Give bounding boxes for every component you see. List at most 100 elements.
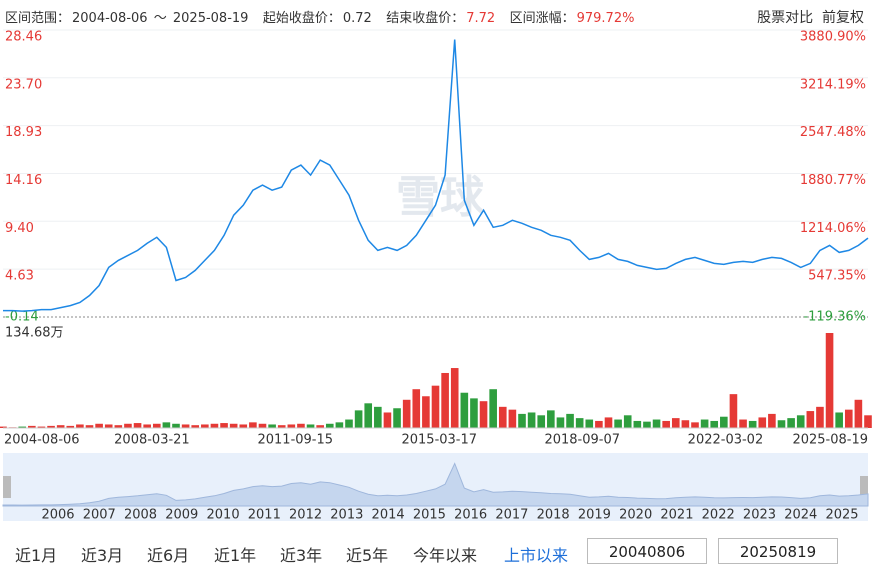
y2-tick-label: -119.36% [803, 310, 866, 325]
volume-bar [104, 424, 113, 428]
navigator-year: 2022 [702, 508, 735, 523]
x-tick-label: 2022-03-02 [688, 433, 764, 448]
volume-bar [518, 413, 526, 428]
range-button[interactable]: 今年以来 [413, 546, 478, 565]
volume-bar [239, 424, 248, 428]
volume-bar [652, 419, 661, 428]
volume-bar [575, 418, 584, 428]
volume-bar [595, 420, 603, 428]
y-tick-label: 9.40 [5, 221, 34, 236]
volume-bar [614, 419, 622, 428]
volume-bar [297, 423, 305, 428]
range-button[interactable]: 近1月 [15, 546, 58, 565]
range-button[interactable]: 近1年 [214, 546, 257, 565]
adjust-button[interactable]: 前复权 [822, 10, 864, 26]
volume-bar [710, 420, 719, 428]
header: 区间范围： 2004-08-06 ～ 2025-08-19 起始收盘价： 0.72 … [5, 7, 636, 26]
volume-bar [124, 423, 132, 428]
y-tick-label: -0.14 [5, 310, 39, 325]
navigator-year: 2006 [41, 508, 74, 523]
navigator-year: 2014 [372, 508, 405, 523]
volume-bar [691, 422, 699, 428]
volume-bar [354, 410, 363, 428]
range-button[interactable]: 近3月 [81, 546, 124, 565]
label: 区间涨幅： [509, 11, 575, 26]
volume-bar [412, 389, 421, 428]
volume-bar [393, 408, 401, 428]
volume-bar [0, 426, 7, 428]
volume-bar [768, 413, 776, 428]
date: 2025-08-19 [172, 11, 249, 26]
navigator-year: 2019 [578, 508, 611, 523]
volume-bar [547, 410, 555, 428]
navigator-handle[interactable] [860, 476, 868, 498]
volume-bar [662, 420, 670, 428]
volume-bar [806, 411, 815, 428]
volume-bar [85, 425, 94, 428]
start-input[interactable]: 20040806 [587, 538, 707, 564]
volume-bar [249, 422, 257, 428]
volume-bar [191, 425, 200, 428]
navigator-year: 2021 [660, 508, 693, 523]
chart: 雪球 -0.14 4.63 9.40 14.16 18.93 23.70 28.46 -119… [0, 29, 872, 523]
watermark: 雪球 [396, 172, 485, 223]
volume-bar [220, 423, 228, 428]
range-button[interactable]: 近6月 [147, 546, 190, 565]
volume-bar [316, 425, 324, 428]
volume-bar [47, 425, 55, 428]
x-tick-label: 2025-08-19 [792, 433, 868, 448]
y-tick-label: 18.93 [5, 125, 42, 140]
volume-bar [671, 418, 680, 428]
volume-bar [739, 419, 747, 428]
x-tick-label: 2011-09-15 [257, 433, 333, 448]
range-button[interactable]: 上市以来 [504, 546, 569, 565]
x-tick-label: 2015-03-17 [401, 433, 477, 448]
volume-bar [844, 409, 853, 428]
range-button[interactable]: 近5年 [346, 546, 389, 565]
volume-bar [864, 415, 872, 428]
volume-bar [498, 406, 507, 428]
volume-bar [633, 420, 642, 428]
label: 起始收盘价： [262, 11, 341, 26]
volume-bar [816, 406, 824, 428]
x-tick-label: 2004-08-06 [4, 433, 80, 448]
range-button[interactable]: 近3年 [280, 546, 323, 565]
volume-bar [28, 425, 36, 428]
volume-bar [748, 420, 757, 428]
y-tick-label: 4.63 [5, 269, 34, 284]
y-tick-label: 23.70 [5, 77, 42, 92]
volume-tick-label: 134.68万 [5, 326, 64, 341]
volume-bar [787, 418, 795, 428]
volume-bar [643, 421, 651, 428]
volume-bar [201, 424, 209, 428]
volume-bar [66, 425, 75, 428]
end-input[interactable]: 20250819 [718, 538, 838, 564]
volume-bar [143, 424, 151, 428]
volume-bar [277, 425, 286, 428]
navigator-handle[interactable] [3, 476, 11, 498]
volume-bar [431, 385, 440, 428]
volume-bar [287, 424, 296, 428]
volume-bar [95, 423, 103, 428]
volume-bar [258, 423, 267, 428]
navigator-year: 2008 [124, 508, 157, 523]
volume-bar [585, 419, 594, 428]
navigator-year: 2010 [207, 508, 240, 523]
volume-bar [527, 412, 536, 428]
volume-bar [37, 426, 46, 428]
navigator-year: 2013 [330, 508, 363, 523]
navigator-year: 2024 [784, 508, 817, 523]
navigator-year: 2012 [289, 508, 322, 523]
volume-bar [835, 412, 843, 428]
volume-bar [729, 394, 738, 428]
navigator-year: 2020 [619, 508, 652, 523]
x-tick-label: 2008-03-21 [114, 433, 190, 448]
navigator-year: 2011 [248, 508, 281, 523]
value: 979.72% [576, 11, 635, 26]
navigator-year: 2018 [537, 508, 570, 523]
volume-bar [604, 417, 613, 428]
volume-bar [172, 423, 180, 428]
navigator-bg [3, 453, 868, 521]
volume-bar [777, 420, 786, 428]
compare-button[interactable]: 股票对比 [757, 10, 814, 26]
